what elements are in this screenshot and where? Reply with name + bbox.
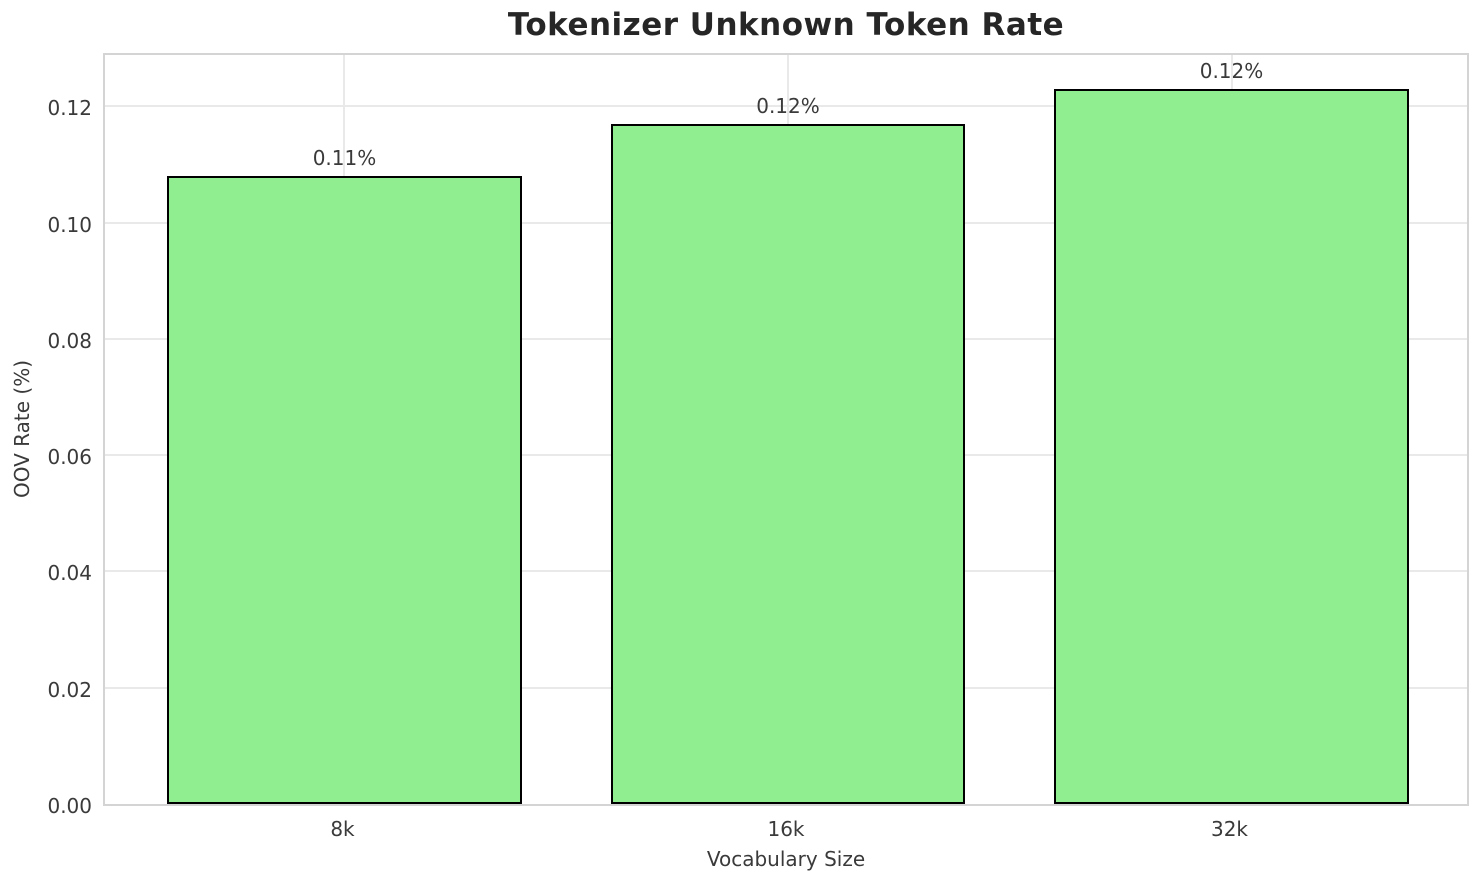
chart-title: Tokenizer Unknown Token Rate xyxy=(507,7,1065,43)
x-tick-label-16k: 16k xyxy=(767,817,805,841)
y-tick-label: 0.00 xyxy=(47,794,92,818)
bar-value-label: 0.12% xyxy=(1199,58,1264,83)
y-tick-label: 0.10 xyxy=(47,212,92,237)
h-gridline xyxy=(105,105,1467,108)
y-tick-label: 0.02 xyxy=(47,677,92,702)
y-tick-label: 0.04 xyxy=(47,561,92,586)
plot-area: 0.11% 0.12% 0.12% xyxy=(103,53,1469,806)
bar-8k xyxy=(167,176,522,804)
bar-16k xyxy=(610,123,966,804)
bar-32k xyxy=(1054,88,1409,804)
y-tick-label: 0.06 xyxy=(47,445,92,470)
x-tick-label-32k: 32k xyxy=(1210,817,1249,841)
y-tick-label: 0.08 xyxy=(47,328,92,353)
y-tick-label: 0.12 xyxy=(47,96,92,121)
bar-value-label: 0.12% xyxy=(756,93,820,118)
bar-value-label: 0.11% xyxy=(312,146,377,171)
x-axis-label: Vocabulary Size xyxy=(706,847,866,871)
y-axis-label: OOV Rate (%) xyxy=(10,360,34,498)
x-tick-label-8k: 8k xyxy=(330,817,355,841)
